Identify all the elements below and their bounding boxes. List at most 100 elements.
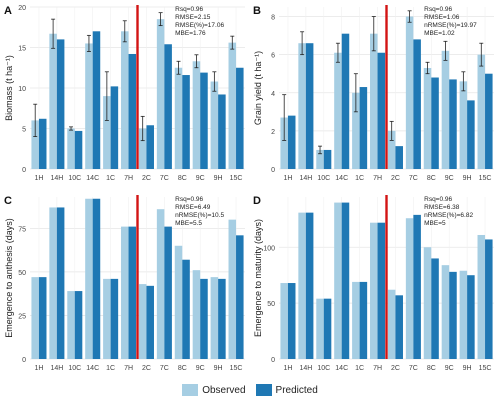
x-tick-label: 14H — [299, 365, 312, 372]
bar-observed-1C — [103, 96, 111, 169]
x-tick-label: 8C — [178, 175, 187, 182]
stats-text: Rsq=0.96 — [424, 196, 452, 203]
bar-predicted-1C — [359, 281, 368, 359]
legend-swatch-observed — [182, 384, 199, 396]
bar-predicted-8C — [431, 258, 439, 359]
bar-observed-7H — [121, 31, 129, 169]
bar-predicted-7C — [413, 39, 421, 170]
panel-label: D — [253, 195, 261, 207]
y-tick-label: 8 — [271, 15, 275, 22]
bar-predicted-9H — [467, 100, 475, 169]
bar-predicted-9C — [449, 271, 457, 359]
bar-predicted-9C — [200, 72, 208, 169]
bar-observed-2C — [138, 284, 147, 359]
bar-predicted-2C — [146, 125, 154, 169]
bar-predicted-7H — [377, 52, 386, 169]
x-tick-label: 7H — [124, 175, 133, 182]
panel-b: B 0 2 4 6 8 Grain yield (t ha⁻¹) 1H 14H 10C 14C 1C 7… — [253, 5, 494, 182]
x-tick-label: 15C — [479, 365, 492, 372]
y-tick-label: 50 — [267, 301, 275, 308]
bar-predicted-1H — [38, 277, 47, 359]
x-tick-label: 2C — [391, 365, 400, 372]
bar-observed-14H — [298, 212, 306, 359]
bar-predicted-7H — [128, 53, 137, 170]
bar-predicted-9H — [218, 278, 226, 359]
bar-observed-2C — [387, 289, 396, 359]
bar-observed-8C — [174, 245, 183, 359]
x-tick-label: 14H — [50, 175, 63, 182]
bar-observed-9C — [441, 265, 450, 359]
x-tick-label: 14C — [86, 365, 99, 372]
x-tick-label: 7C — [160, 365, 169, 372]
bar-predicted-14C — [341, 202, 350, 359]
bar-predicted-14H — [56, 207, 65, 359]
stats-text: nRMSE(%)=19.97 — [424, 22, 477, 29]
bar-predicted-1H — [38, 118, 47, 169]
bar-predicted-2C — [395, 146, 403, 169]
x-tick-label: 8C — [427, 175, 436, 182]
bar-predicted-1H — [287, 115, 296, 169]
bar-predicted-1C — [110, 86, 119, 169]
x-tick-label: 15C — [230, 365, 243, 372]
bar-observed-9C — [192, 270, 201, 359]
stats-text: MBE=5.5 — [175, 220, 202, 227]
stats-text: Rsq=0.96 — [175, 6, 203, 13]
x-tick-label: 1H — [283, 365, 292, 372]
bar-observed-1H — [31, 277, 39, 359]
y-tick-label: 50 — [18, 270, 26, 277]
bar-observed-2C — [387, 130, 396, 169]
x-tick-label: 7H — [124, 365, 133, 372]
bar-observed-9C — [192, 61, 201, 169]
x-tick-label: 1C — [106, 175, 115, 182]
bar-observed-14C — [334, 202, 342, 359]
x-tick-label: 9H — [463, 175, 472, 182]
bar-observed-1C — [103, 278, 111, 359]
bar-observed-14H — [49, 33, 57, 170]
x-tick-label: 14C — [335, 365, 348, 372]
bar-predicted-7H — [128, 226, 137, 359]
y-tick-label: 10 — [18, 86, 26, 93]
bar-observed-10C — [67, 291, 75, 359]
x-tick-label: 9C — [445, 365, 454, 372]
bar-predicted-14H — [305, 212, 314, 359]
bar-predicted-1H — [287, 283, 296, 359]
x-tick-label: 9C — [445, 175, 454, 182]
bar-observed-14C — [85, 43, 93, 170]
x-tick-label: 10C — [68, 365, 81, 372]
x-tick-label: 7C — [160, 175, 169, 182]
bar-predicted-2C — [395, 295, 403, 359]
x-tick-label: 15C — [230, 175, 243, 182]
bar-observed-15C — [228, 42, 237, 169]
bar-observed-9H — [459, 270, 468, 359]
bar-predicted-9C — [200, 278, 208, 359]
x-tick-label: 7C — [409, 175, 418, 182]
legend-swatch-predicted — [255, 384, 272, 396]
bar-observed-14H — [298, 43, 306, 170]
y-axis-label: Emergence to maturity (days) — [253, 219, 263, 337]
bar-observed-8C — [423, 247, 432, 359]
y-tick-label: 0 — [22, 357, 26, 364]
bar-predicted-15C — [485, 239, 493, 359]
x-tick-label: 8C — [178, 365, 187, 372]
bar-observed-1H — [280, 117, 288, 169]
bar-predicted-10C — [74, 130, 83, 169]
bar-observed-14C — [85, 198, 93, 359]
legend-item-predicted: Predicted — [255, 384, 318, 396]
y-tick-label: 0 — [271, 167, 275, 174]
stats-text: RMSE=2.15 — [175, 14, 211, 21]
bar-predicted-14H — [305, 43, 314, 170]
bar-predicted-8C — [182, 259, 190, 359]
stats-text: MBE=1.76 — [175, 30, 206, 37]
y-tick-label: 25 — [18, 313, 26, 320]
y-tick-label: 20 — [18, 5, 26, 12]
bar-predicted-7C — [164, 226, 172, 359]
x-tick-label: 1H — [34, 175, 43, 182]
x-tick-label: 8C — [427, 365, 436, 372]
x-tick-label: 2C — [142, 175, 151, 182]
bar-observed-10C — [316, 298, 324, 359]
bar-predicted-10C — [323, 149, 332, 169]
x-tick-label: 9H — [214, 365, 223, 372]
bar-observed-9H — [210, 81, 219, 169]
